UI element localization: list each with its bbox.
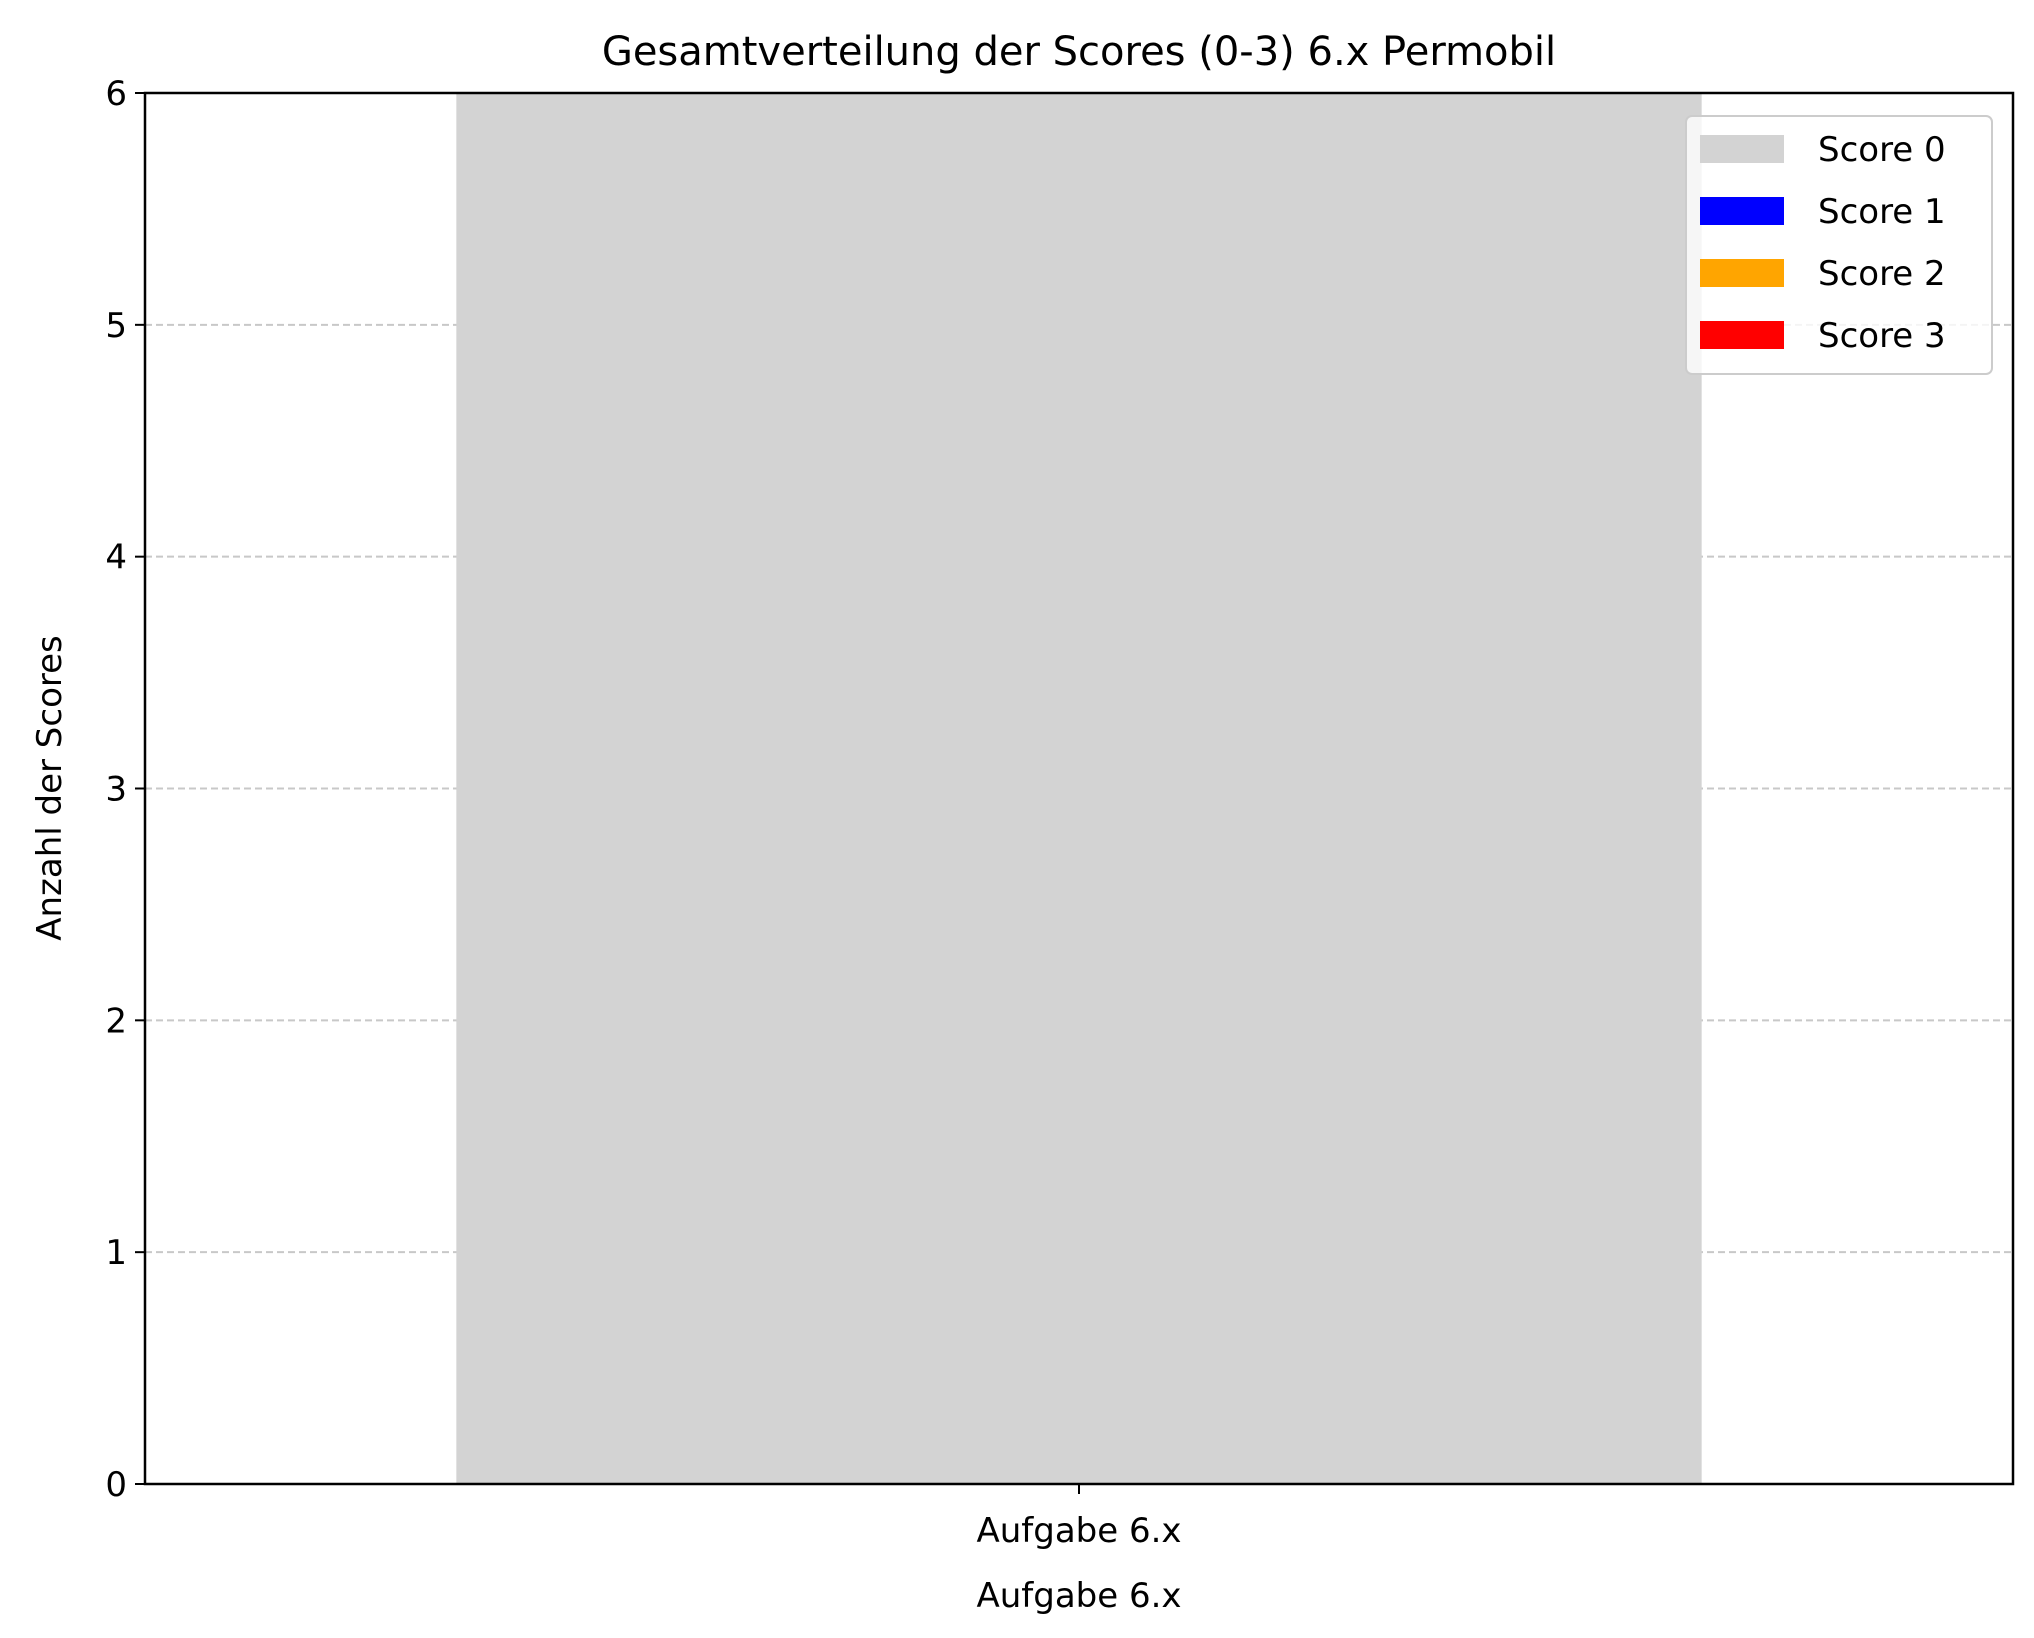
y-tick-label: 4 bbox=[105, 538, 127, 578]
bar-score-0 bbox=[456, 93, 1702, 1484]
y-tick-label: 5 bbox=[105, 306, 127, 346]
y-tick-label: 0 bbox=[105, 1465, 127, 1505]
legend-label: Score 1 bbox=[1818, 192, 1946, 232]
x-tick-label: Aufgabe 6.x bbox=[976, 1511, 1181, 1551]
y-axis-label: Anzahl der Scores bbox=[30, 635, 70, 941]
legend-swatch bbox=[1700, 259, 1784, 287]
legend-label: Score 0 bbox=[1818, 130, 1946, 170]
legend-swatch bbox=[1700, 197, 1784, 225]
y-tick-label: 6 bbox=[105, 74, 127, 114]
legend-label: Score 3 bbox=[1818, 316, 1946, 356]
x-axis-label: Aufgabe 6.x bbox=[976, 1576, 1181, 1616]
bars bbox=[456, 93, 1702, 1484]
y-tick-label: 1 bbox=[105, 1233, 127, 1273]
y-tick-label: 2 bbox=[105, 1001, 127, 1041]
legend-swatch bbox=[1700, 321, 1784, 349]
y-tick-label: 3 bbox=[105, 770, 127, 810]
legend-label: Score 2 bbox=[1818, 254, 1946, 294]
chart-title: Gesamtverteilung der Scores (0-3) 6.x Pe… bbox=[602, 29, 1556, 75]
legend-swatch bbox=[1700, 135, 1784, 163]
legend-box bbox=[1685, 115, 1993, 375]
legend: Score 0 Score 1 Score 2 Score 3 bbox=[1685, 115, 1993, 375]
x-axis-ticks: Aufgabe 6.x bbox=[976, 1484, 1182, 1551]
y-axis-ticks: 0 1 2 3 4 5 6 bbox=[105, 74, 145, 1505]
